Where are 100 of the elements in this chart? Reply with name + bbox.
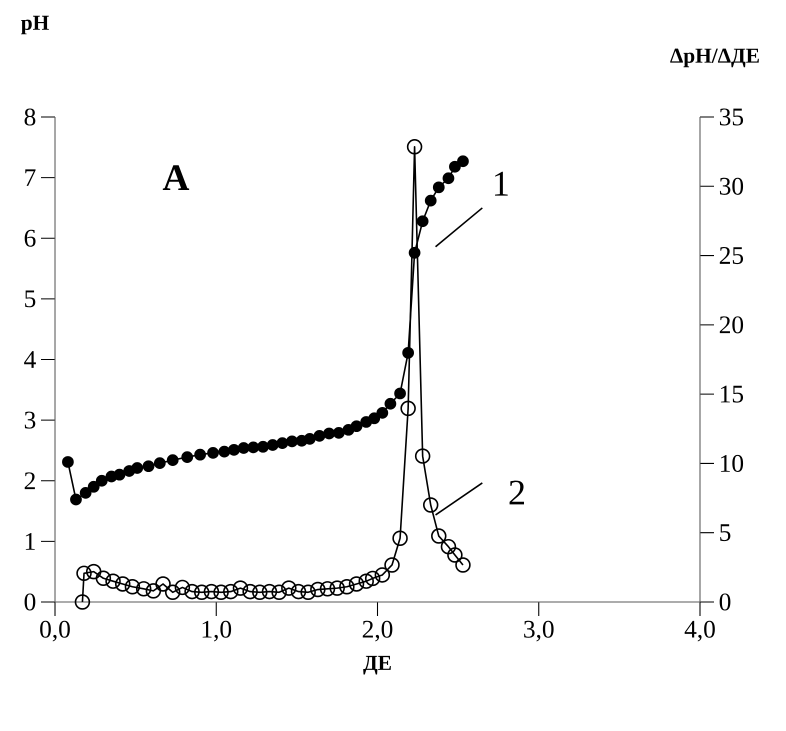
point xyxy=(440,538,456,554)
point xyxy=(114,576,130,592)
point xyxy=(105,573,121,589)
point xyxy=(286,435,298,448)
y-tick-label: 0 xyxy=(24,593,36,611)
point xyxy=(447,547,463,563)
point xyxy=(358,573,374,589)
annotation: A xyxy=(162,165,190,190)
point xyxy=(228,444,240,456)
point xyxy=(290,584,306,600)
x-tick-label: 4,0 xyxy=(684,620,715,642)
point xyxy=(184,584,200,600)
point xyxy=(86,564,102,580)
point xyxy=(252,584,268,600)
point xyxy=(374,567,390,583)
point xyxy=(457,155,469,168)
point xyxy=(154,457,166,470)
point xyxy=(194,448,206,461)
point xyxy=(76,566,92,582)
point xyxy=(368,412,380,424)
point xyxy=(266,439,279,451)
point xyxy=(323,428,335,440)
point xyxy=(257,440,269,453)
point xyxy=(194,584,210,600)
point xyxy=(223,584,238,600)
point xyxy=(62,456,74,468)
y-tick-label: 4 xyxy=(24,351,36,368)
y-tick-label: 1 xyxy=(26,533,35,550)
point xyxy=(155,576,171,592)
y-tick-label: 6 xyxy=(24,230,36,247)
y2-tick-label: 5 xyxy=(720,524,730,542)
y2-tick-label: 0 xyxy=(720,593,730,611)
x-tick-label: 1,0 xyxy=(202,620,232,642)
point xyxy=(146,583,162,599)
point xyxy=(394,388,406,400)
point xyxy=(329,580,345,596)
y-axis-title: pH xyxy=(21,16,49,34)
point xyxy=(376,406,388,419)
point xyxy=(262,584,278,600)
point xyxy=(181,451,194,463)
y2-tick-label: 25 xyxy=(720,247,744,264)
point xyxy=(424,194,437,207)
point xyxy=(166,454,179,466)
y-tick-label: 8 xyxy=(24,108,36,126)
point xyxy=(88,480,100,493)
y2-tick-label: 30 xyxy=(720,178,744,195)
point xyxy=(96,474,108,487)
point xyxy=(213,584,229,600)
point xyxy=(174,580,190,596)
x-tick-label: 2,0 xyxy=(362,620,392,642)
point xyxy=(136,581,152,597)
y2-tick-label: 35 xyxy=(720,108,744,126)
point xyxy=(406,139,422,155)
point xyxy=(364,570,380,586)
point xyxy=(348,576,364,592)
point xyxy=(114,468,126,481)
point xyxy=(124,579,140,594)
point xyxy=(339,579,355,594)
point xyxy=(432,181,445,194)
point xyxy=(204,584,220,600)
point xyxy=(300,584,316,600)
x-tick-label: 0,0 xyxy=(40,620,70,642)
point xyxy=(422,497,438,513)
point xyxy=(218,446,230,458)
point xyxy=(414,448,430,464)
point xyxy=(74,594,90,610)
point xyxy=(276,437,288,450)
y2-tick-label: 15 xyxy=(720,386,744,403)
point xyxy=(131,462,144,474)
series-label: 1 xyxy=(495,172,508,196)
point xyxy=(142,460,154,472)
point xyxy=(455,557,471,573)
legend-label: 2 xyxy=(510,480,524,504)
point xyxy=(232,580,248,596)
x-tick-label: 3,0 xyxy=(524,620,554,642)
point xyxy=(431,528,447,544)
y2-tick-label: 10 xyxy=(720,454,744,472)
y2-tick-label: 20 xyxy=(720,316,744,334)
point xyxy=(164,584,180,600)
y-tick-label: 3 xyxy=(24,412,36,429)
point xyxy=(442,172,454,184)
y-tick-label: 7 xyxy=(25,169,36,186)
point xyxy=(384,557,400,573)
point xyxy=(314,430,326,442)
point xyxy=(96,570,112,586)
point xyxy=(281,580,297,596)
point xyxy=(70,494,82,506)
point xyxy=(332,426,345,439)
point xyxy=(449,160,461,173)
y2-axis-title: ΔpH/ΔДЕ xyxy=(670,48,759,68)
point xyxy=(207,446,219,459)
point xyxy=(242,584,258,600)
point xyxy=(416,215,429,228)
point xyxy=(350,420,362,432)
y-tick-label: 2 xyxy=(24,472,35,490)
point xyxy=(271,584,287,600)
x-axis-title: ДЕ xyxy=(363,656,391,674)
point xyxy=(400,400,416,416)
point xyxy=(238,442,250,454)
point xyxy=(80,487,92,499)
